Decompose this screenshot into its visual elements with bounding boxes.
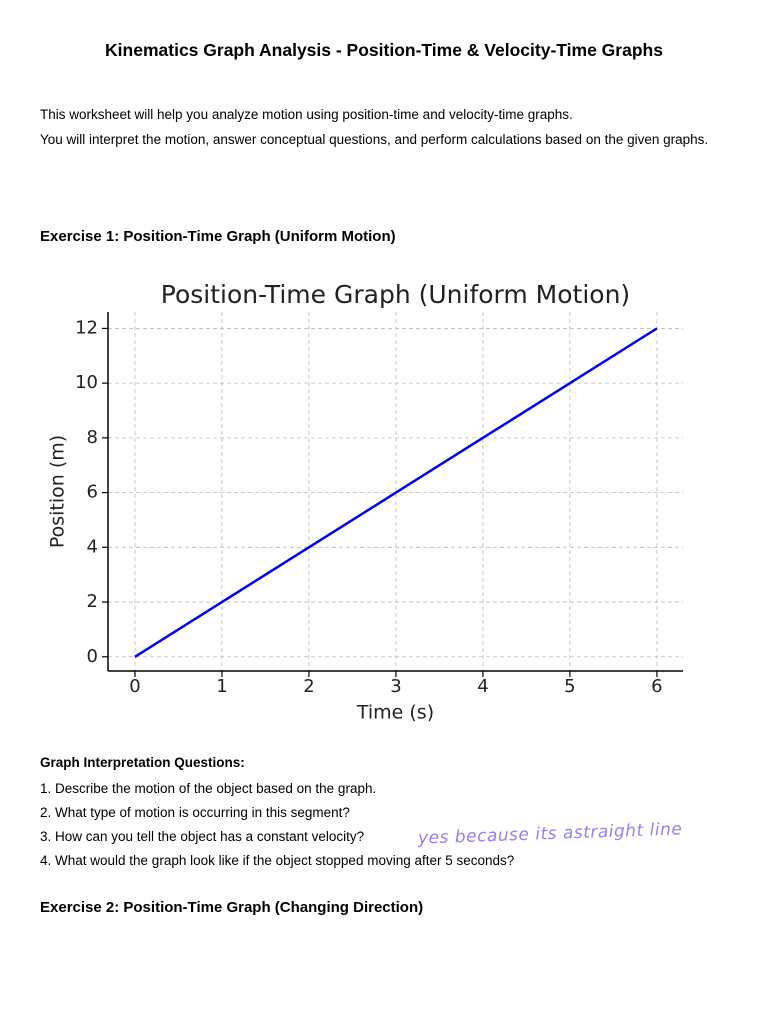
question: 2. What type of motion is occurring in t… (40, 805, 350, 820)
y-tick-label: 10 (75, 372, 98, 393)
y-tick-label: 4 (87, 536, 98, 557)
data-line (134, 327, 658, 658)
questions-heading: Graph Interpretation Questions: (40, 755, 245, 770)
question: 4. What would the graph look like if the… (40, 853, 515, 868)
y-tick-label: 2 (87, 591, 98, 612)
x-tick-label: 2 (303, 676, 314, 697)
intro-paragraph: You will interpret the motion, answer co… (40, 132, 709, 147)
y-tick-label: 6 (87, 482, 98, 503)
question: 1. Describe the motion of the object bas… (40, 781, 377, 796)
x-tick-label: 5 (564, 676, 575, 697)
exercise-heading: Exercise 1: Position-Time Graph (Uniform… (40, 228, 396, 245)
x-axis-label: Time (s) (356, 702, 434, 724)
y-tick-label: 12 (75, 317, 98, 338)
y-tick-label: 0 (87, 646, 98, 667)
y-axis-label: Position (m) (47, 435, 69, 548)
x-tick-label: 4 (477, 676, 488, 697)
title: Kinematics Graph Analysis - Position-Tim… (105, 40, 663, 60)
intro-line: This worksheet will help you analyze mot… (40, 107, 573, 122)
question: 3. How can you tell the object has a con… (40, 829, 365, 844)
chart-title: Position-Time Graph (Uniform Motion) (161, 280, 630, 309)
x-tick-label: 6 (651, 676, 662, 697)
x-tick-label: 0 (129, 676, 140, 697)
x-tick-label: 1 (216, 676, 227, 697)
exercise-heading: Exercise 2: Position-Time Graph (Changin… (40, 899, 424, 916)
x-tick-label: 3 (390, 676, 401, 697)
y-tick-label: 8 (87, 427, 98, 448)
